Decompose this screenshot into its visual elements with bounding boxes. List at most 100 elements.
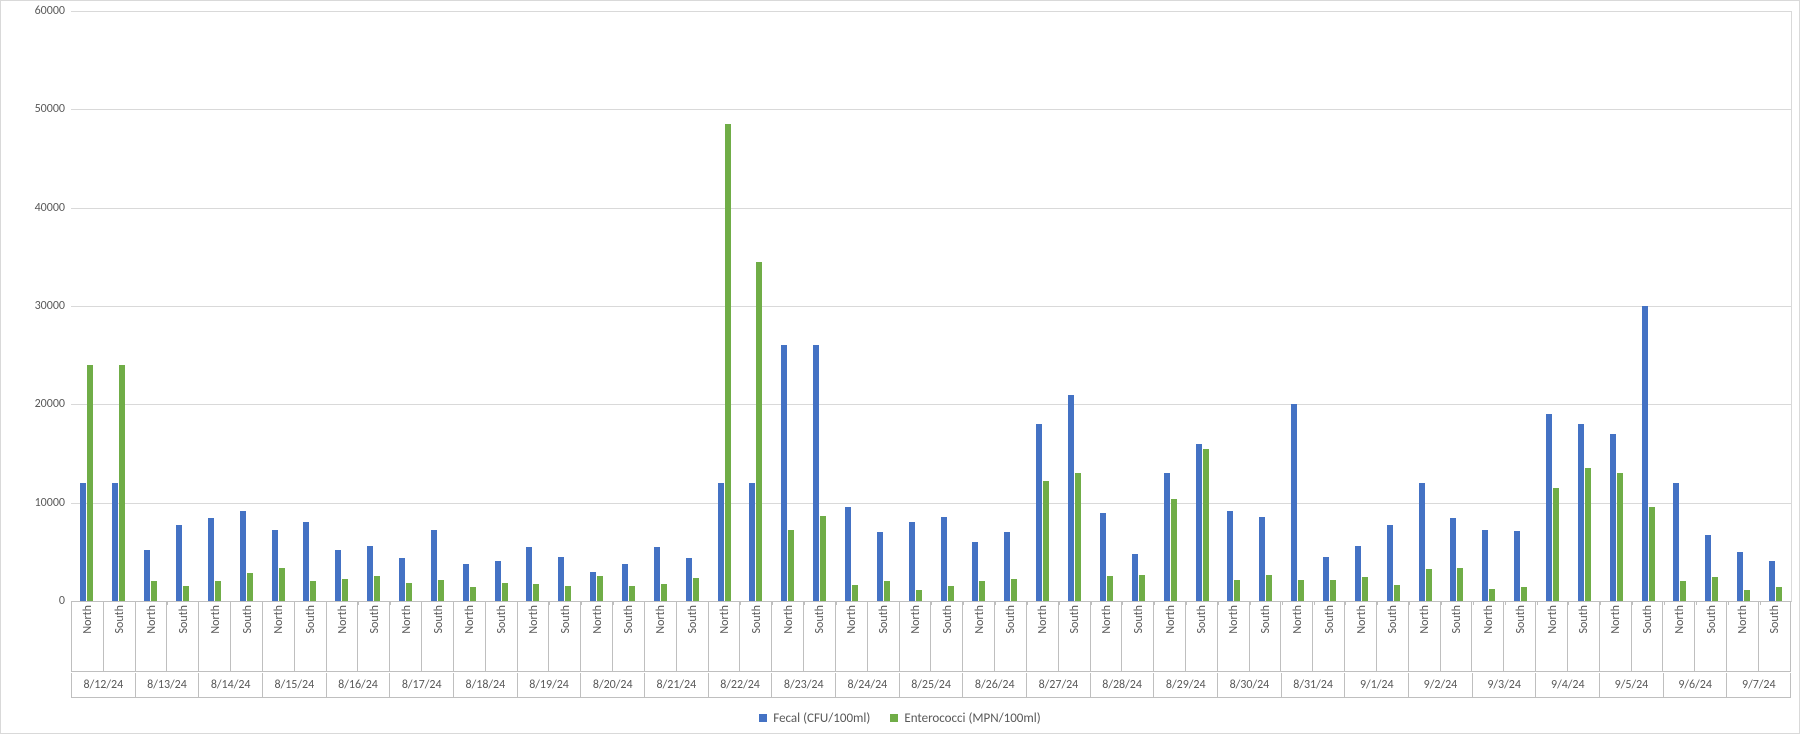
- bar-enterococci: [470, 587, 476, 601]
- legend-label-enterococci: Enterococci (MPN/100ml): [904, 711, 1040, 726]
- date-cell: 8/12/24: [71, 673, 135, 698]
- date-cell: 8/14/24: [198, 673, 262, 698]
- bar-fecal: [1546, 414, 1552, 601]
- bar-fecal: [463, 564, 469, 601]
- bar-enterococci: [1330, 580, 1336, 601]
- bar-fecal: [558, 557, 564, 601]
- date-cell: 8/23/24: [771, 673, 835, 698]
- location-cell: South: [1058, 601, 1090, 672]
- location-label: South: [1004, 605, 1018, 633]
- location-label: North: [272, 605, 286, 634]
- y-tick-label: 50000: [5, 102, 65, 116]
- bar-enterococci: [1298, 580, 1304, 601]
- location-label: North: [845, 605, 859, 634]
- bar-enterococci: [342, 579, 348, 601]
- y-tick-label: 10000: [5, 496, 65, 510]
- date-cell: 9/1/24: [1344, 673, 1408, 698]
- date-cell: 8/25/24: [899, 673, 963, 698]
- location-label: North: [1100, 605, 1114, 634]
- bar-enterococci: [1712, 577, 1718, 601]
- bar-enterococci: [374, 576, 380, 601]
- bar-fecal: [686, 558, 692, 601]
- bar-enterococci: [533, 584, 539, 601]
- bar-group: [517, 11, 549, 601]
- bar-fecal: [1100, 513, 1106, 602]
- bar-enterococci: [948, 586, 954, 601]
- bar-group: [1441, 11, 1473, 601]
- location-label: North: [1546, 605, 1560, 634]
- bar-group: [644, 11, 676, 601]
- bar-fecal: [654, 547, 660, 601]
- location-label: South: [432, 605, 446, 633]
- location-cell: North: [708, 601, 740, 672]
- bar-enterococci: [87, 365, 93, 601]
- y-tick-label: 40000: [5, 201, 65, 215]
- bar-group: [1600, 11, 1632, 601]
- bar-group: [899, 11, 931, 601]
- bar-fecal: [526, 547, 532, 601]
- location-cell: South: [548, 601, 580, 672]
- bar-group: [1696, 11, 1728, 601]
- bar-fecal: [1068, 395, 1074, 602]
- date-cell: 8/31/24: [1281, 673, 1345, 698]
- location-cell: South: [294, 601, 326, 672]
- location-label: South: [1705, 605, 1719, 633]
- bar-enterococci: [1043, 481, 1049, 601]
- bar-group: [485, 11, 517, 601]
- bar-enterococci: [756, 262, 762, 601]
- bar-group: [1314, 11, 1346, 601]
- location-cell: North: [262, 601, 294, 672]
- bar-fecal: [303, 522, 309, 601]
- bar-fecal: [941, 517, 947, 601]
- date-cell: 8/30/24: [1217, 673, 1281, 698]
- location-label: North: [1418, 605, 1432, 634]
- location-label: North: [463, 605, 477, 634]
- location-cell: South: [867, 601, 899, 672]
- location-cell: South: [1567, 601, 1599, 672]
- bar-group: [1218, 11, 1250, 601]
- bar-enterococci: [1075, 473, 1081, 601]
- date-cell: 8/26/24: [962, 673, 1026, 698]
- bar-enterococci: [279, 568, 285, 601]
- bar-fecal: [112, 483, 118, 601]
- bar-group: [262, 11, 294, 601]
- location-label: South: [750, 605, 764, 633]
- date-cell: 8/29/24: [1153, 673, 1217, 698]
- bar-group: [708, 11, 740, 601]
- location-label: South: [1259, 605, 1273, 633]
- location-cell: North: [580, 601, 612, 672]
- bar-group: [1154, 11, 1186, 601]
- location-cell: North: [1280, 601, 1312, 672]
- location-cell: North: [135, 601, 167, 672]
- bar-group: [1664, 11, 1696, 601]
- location-label: North: [1164, 605, 1178, 634]
- location-cell: North: [1599, 601, 1631, 672]
- location-cell: South: [612, 601, 644, 672]
- location-cell: North: [326, 601, 358, 672]
- bar-enterococci: [1744, 590, 1750, 601]
- location-label: South: [241, 605, 255, 633]
- location-cell: North: [71, 601, 103, 672]
- location-label: South: [559, 605, 573, 633]
- bar-group: [613, 11, 645, 601]
- bar-enterococci: [1011, 579, 1017, 601]
- bar-enterococci: [1426, 569, 1432, 601]
- location-cell: South: [1503, 601, 1535, 672]
- location-cell: South: [230, 601, 262, 672]
- location-label: North: [1355, 605, 1369, 634]
- bar-group: [294, 11, 326, 601]
- bar-fecal: [1291, 404, 1297, 601]
- bar-group: [1409, 11, 1441, 601]
- legend-swatch-enterococci: [890, 714, 898, 722]
- location-label: South: [1132, 605, 1146, 633]
- legend-swatch-fecal: [759, 714, 767, 722]
- bar-enterococci: [151, 581, 157, 601]
- location-cell: South: [1312, 601, 1344, 672]
- bars-row: [71, 11, 1791, 601]
- y-tick-label: 60000: [5, 4, 65, 18]
- location-label: North: [782, 605, 796, 634]
- location-cell: North: [1662, 601, 1694, 672]
- bar-fecal: [1769, 561, 1775, 601]
- bar-group: [1728, 11, 1760, 601]
- location-cell: North: [1726, 601, 1758, 672]
